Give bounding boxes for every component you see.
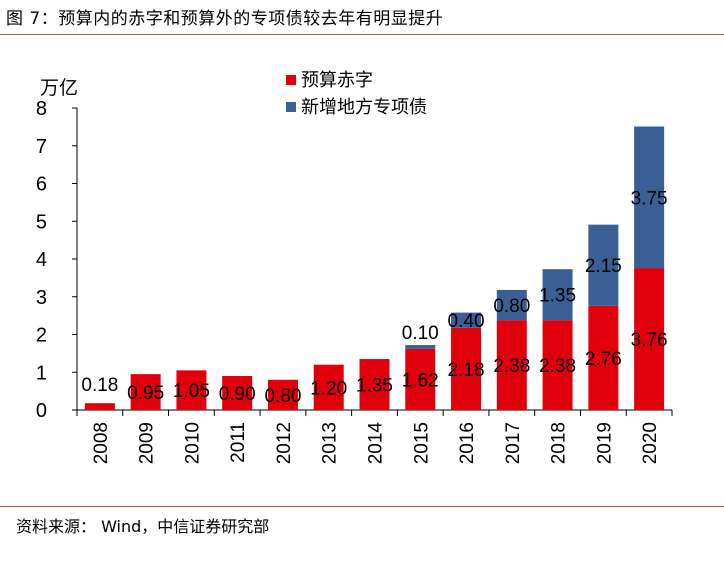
legend-swatch <box>286 75 296 85</box>
y-tick-label: 8 <box>36 98 47 120</box>
deficit-bar <box>542 320 573 410</box>
deficit-bar <box>588 305 619 410</box>
legend-label: 新增地方专项债 <box>301 97 427 117</box>
special-bond-value-label: 0.80 <box>493 296 530 317</box>
y-tick-label: 5 <box>36 211 47 233</box>
y-tick-label: 4 <box>36 249 47 271</box>
deficit-value-label: 1.20 <box>310 378 347 399</box>
deficit-bar <box>634 268 665 410</box>
y-tick-label: 6 <box>36 174 47 196</box>
special-bond-bar <box>588 224 619 306</box>
deficit-value-label: 2.38 <box>539 356 576 377</box>
y-axis-unit: 万亿 <box>40 77 78 99</box>
x-tick-label: 2011 <box>228 422 249 463</box>
deficit-value-label: 1.35 <box>356 376 393 397</box>
y-tick-label: 3 <box>36 287 47 309</box>
x-tick-label: 2012 <box>274 422 295 464</box>
special-bond-bar <box>405 345 436 349</box>
source-divider <box>0 506 724 507</box>
deficit-bar <box>496 320 527 410</box>
figure-title: 图 7：预算内的赤字和预算外的专项债较去年有明显提升 <box>6 9 444 29</box>
special-bond-bar <box>634 126 665 269</box>
deficit-value-label: 0.80 <box>264 386 301 407</box>
deficit-bar <box>359 359 390 410</box>
legend-swatch <box>286 102 296 112</box>
deficit-value-label: 1.05 <box>173 381 210 402</box>
deficit-bar <box>130 374 161 410</box>
x-tick-label: 2008 <box>91 422 112 464</box>
x-tick-label: 2018 <box>549 422 570 464</box>
special-bond-value-label: 2.15 <box>585 256 622 277</box>
deficit-bar <box>405 348 436 410</box>
deficit-bar <box>451 327 482 410</box>
deficit-value-label: 2.38 <box>493 356 530 377</box>
x-tick-label: 2019 <box>594 422 615 464</box>
special-bond-value-label: 0.40 <box>448 311 485 332</box>
deficit-value-label: 2.18 <box>448 360 485 381</box>
special-bond-value-label: 3.75 <box>631 188 668 209</box>
y-tick-label: 2 <box>36 325 47 347</box>
deficit-value-label: 3.76 <box>631 330 668 351</box>
special-bond-bar <box>542 269 573 321</box>
x-tick-label: 2009 <box>137 422 158 464</box>
special-bond-value-label: 1.35 <box>539 286 576 307</box>
deficit-value-label: 0.90 <box>219 384 256 405</box>
x-tick-label: 2015 <box>411 422 432 464</box>
y-tick-label: 1 <box>36 362 47 384</box>
deficit-bar <box>267 379 298 410</box>
x-tick-label: 2016 <box>457 422 478 464</box>
x-tick-label: 2017 <box>503 422 524 464</box>
title-divider <box>0 34 724 35</box>
deficit-bar <box>84 403 115 410</box>
x-tick-label: 2010 <box>182 422 203 464</box>
source-note: 资料来源： Wind，中信证券研究部 <box>16 517 270 536</box>
special-bond-value-label: 0.10 <box>402 323 439 344</box>
deficit-value-label: 0.95 <box>127 383 164 404</box>
deficit-bar <box>176 370 207 410</box>
deficit-bar <box>222 376 253 410</box>
x-tick-label: 2014 <box>366 422 387 465</box>
legend-label: 预算赤字 <box>301 70 373 90</box>
deficit-value-label: 1.62 <box>402 370 439 391</box>
deficit-value-label: 2.76 <box>585 349 622 370</box>
deficit-bar <box>313 364 344 410</box>
special-bond-bar <box>451 312 482 328</box>
stacked-bar-chart: 0 1 2 3 4 5 6 7 8万亿 0.18 2008 0.95 2009 1.05 2010 0.90 2… <box>36 70 673 465</box>
x-tick-label: 2013 <box>320 422 341 464</box>
x-tick-label: 2020 <box>640 422 661 464</box>
special-bond-bar <box>496 289 527 321</box>
y-tick-label: 7 <box>36 136 47 158</box>
deficit-value-label: 0.18 <box>81 375 118 396</box>
y-tick-label: 0 <box>36 400 47 422</box>
